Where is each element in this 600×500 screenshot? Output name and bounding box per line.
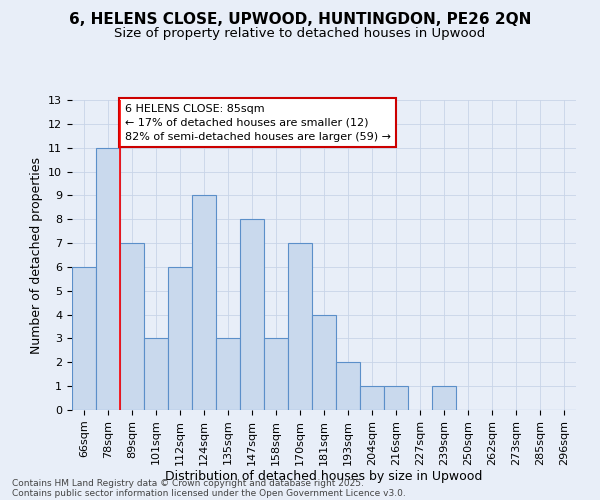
Text: Size of property relative to detached houses in Upwood: Size of property relative to detached ho… bbox=[115, 28, 485, 40]
Bar bbox=[168, 267, 192, 410]
Bar bbox=[288, 243, 312, 410]
Text: 6 HELENS CLOSE: 85sqm
← 17% of detached houses are smaller (12)
82% of semi-deta: 6 HELENS CLOSE: 85sqm ← 17% of detached … bbox=[125, 104, 391, 142]
Bar bbox=[264, 338, 288, 410]
Bar bbox=[384, 386, 408, 410]
Bar bbox=[72, 267, 96, 410]
Bar bbox=[216, 338, 240, 410]
Bar bbox=[336, 362, 360, 410]
Text: Contains public sector information licensed under the Open Government Licence v3: Contains public sector information licen… bbox=[12, 488, 406, 498]
Bar bbox=[312, 314, 336, 410]
Bar bbox=[240, 219, 264, 410]
Bar bbox=[96, 148, 120, 410]
X-axis label: Distribution of detached houses by size in Upwood: Distribution of detached houses by size … bbox=[166, 470, 482, 484]
Bar bbox=[192, 196, 216, 410]
Bar bbox=[360, 386, 384, 410]
Text: 6, HELENS CLOSE, UPWOOD, HUNTINGDON, PE26 2QN: 6, HELENS CLOSE, UPWOOD, HUNTINGDON, PE2… bbox=[69, 12, 531, 28]
Bar bbox=[120, 243, 144, 410]
Bar bbox=[144, 338, 168, 410]
Y-axis label: Number of detached properties: Number of detached properties bbox=[29, 156, 43, 354]
Bar bbox=[432, 386, 456, 410]
Text: Contains HM Land Registry data © Crown copyright and database right 2025.: Contains HM Land Registry data © Crown c… bbox=[12, 478, 364, 488]
